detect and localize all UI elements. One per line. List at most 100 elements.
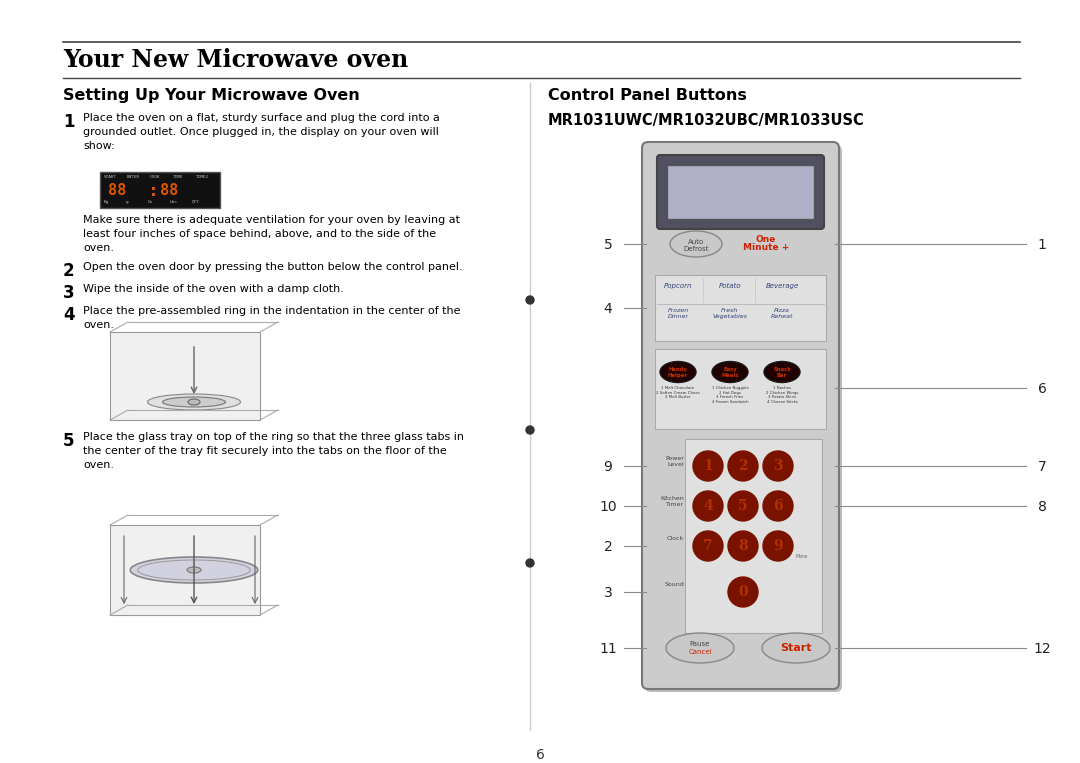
Circle shape (762, 531, 793, 561)
Text: 6: 6 (773, 499, 783, 513)
Text: 0: 0 (739, 585, 747, 599)
Text: More: More (795, 554, 807, 559)
Text: Defrost: Defrost (684, 246, 708, 252)
Text: Frozen
Dinner: Frozen Dinner (667, 308, 689, 319)
Text: Fresh
Vegetables: Fresh Vegetables (713, 308, 747, 319)
Text: Make sure there is adequate ventilation for your oven by leaving at
least four i: Make sure there is adequate ventilation … (83, 215, 460, 253)
Text: 9: 9 (773, 539, 783, 553)
Text: Auto: Auto (688, 239, 704, 245)
Text: 4: 4 (63, 306, 75, 324)
Ellipse shape (764, 362, 800, 382)
FancyBboxPatch shape (667, 165, 814, 219)
Text: Place the pre-assembled ring in the indentation in the center of the
oven.: Place the pre-assembled ring in the inde… (83, 306, 460, 330)
Text: Setting Up Your Microwave Oven: Setting Up Your Microwave Oven (63, 88, 360, 103)
Circle shape (526, 559, 534, 567)
Text: g: g (126, 200, 129, 204)
Text: 6: 6 (1038, 382, 1047, 396)
Text: 1: 1 (1038, 238, 1047, 252)
Text: 11: 11 (599, 642, 617, 656)
Ellipse shape (660, 362, 696, 382)
Text: Kg: Kg (104, 200, 109, 204)
Text: 5: 5 (739, 499, 747, 513)
Text: ENTER: ENTER (127, 175, 140, 179)
Text: Power
Level: Power Level (665, 456, 684, 467)
Circle shape (526, 296, 534, 304)
Text: :: : (148, 182, 159, 200)
Text: Cancel: Cancel (688, 649, 712, 655)
Text: 7: 7 (703, 539, 713, 553)
FancyBboxPatch shape (685, 439, 822, 633)
Ellipse shape (762, 633, 831, 663)
Ellipse shape (162, 397, 226, 407)
Text: Easy
Meals: Easy Meals (721, 367, 739, 378)
Ellipse shape (131, 557, 258, 583)
FancyBboxPatch shape (654, 349, 826, 429)
Text: 12: 12 (1034, 642, 1051, 656)
Circle shape (762, 451, 793, 481)
Text: TIME: TIME (173, 175, 184, 179)
Text: 5: 5 (63, 432, 75, 450)
Text: Open the oven door by pressing the button below the control panel.: Open the oven door by pressing the butto… (83, 262, 462, 272)
Text: Beverage: Beverage (766, 283, 798, 289)
FancyBboxPatch shape (654, 275, 826, 341)
FancyBboxPatch shape (110, 332, 260, 420)
Text: 2: 2 (604, 540, 612, 554)
Circle shape (526, 426, 534, 434)
Text: 5: 5 (604, 238, 612, 252)
Text: COOK: COOK (150, 175, 161, 179)
Text: 8: 8 (1038, 500, 1047, 514)
Text: 88: 88 (108, 183, 126, 198)
Text: 1 Chicken Nuggets
2 Hot Dogs
3 French Fries
4 Frozen Sandwich: 1 Chicken Nuggets 2 Hot Dogs 3 French Fr… (712, 386, 748, 404)
Text: 9: 9 (604, 460, 612, 474)
Text: Start: Start (780, 643, 812, 653)
Ellipse shape (712, 362, 748, 382)
Ellipse shape (670, 231, 723, 257)
FancyBboxPatch shape (110, 525, 260, 615)
Text: Oz: Oz (148, 200, 153, 204)
Text: Handy
Helper: Handy Helper (667, 367, 688, 378)
Circle shape (693, 491, 723, 521)
Text: Control Panel Buttons: Control Panel Buttons (548, 88, 747, 103)
FancyBboxPatch shape (645, 145, 842, 692)
Circle shape (762, 491, 793, 521)
Text: Pause: Pause (690, 641, 711, 647)
Text: Your New Microwave oven: Your New Microwave oven (63, 48, 408, 72)
Ellipse shape (666, 633, 734, 663)
Text: 88: 88 (160, 183, 178, 198)
Text: 3: 3 (773, 459, 783, 473)
Text: QTY: QTY (192, 200, 200, 204)
Ellipse shape (187, 567, 201, 573)
Text: Place the glass tray on top of the ring so that the three glass tabs in
the cent: Place the glass tray on top of the ring … (83, 432, 464, 470)
FancyBboxPatch shape (642, 142, 839, 689)
Text: Popcorn: Popcorn (664, 283, 692, 289)
Text: Place the oven on a flat, sturdy surface and plug the cord into a
grounded outle: Place the oven on a flat, sturdy surface… (83, 113, 440, 151)
Text: One: One (756, 235, 777, 244)
Text: Clock: Clock (666, 536, 684, 541)
Text: Snack
Bar: Snack Bar (773, 367, 791, 378)
Text: Wipe the inside of the oven with a damp cloth.: Wipe the inside of the oven with a damp … (83, 284, 343, 294)
FancyBboxPatch shape (100, 172, 220, 208)
Text: TIME2: TIME2 (195, 175, 210, 179)
Text: Lbs: Lbs (170, 200, 178, 204)
Circle shape (693, 451, 723, 481)
Text: 7: 7 (1038, 460, 1047, 474)
Circle shape (693, 531, 723, 561)
Text: 3: 3 (604, 586, 612, 600)
Text: Sound: Sound (664, 582, 684, 587)
Circle shape (728, 451, 758, 481)
Text: 1 Melt Chocolate
2 Soften Cream Chees
3 Melt Butter: 1 Melt Chocolate 2 Soften Cream Chees 3 … (657, 386, 700, 400)
Ellipse shape (188, 399, 200, 405)
Ellipse shape (148, 394, 241, 410)
Text: 1 Nachos
2 Chicken Wings
3 Potato Skins
4 Cheese Sticks: 1 Nachos 2 Chicken Wings 3 Potato Skins … (766, 386, 798, 404)
FancyBboxPatch shape (657, 155, 824, 229)
Text: 1: 1 (63, 113, 75, 131)
Text: 4: 4 (703, 499, 713, 513)
Text: Minute +: Minute + (743, 243, 789, 252)
Circle shape (728, 577, 758, 607)
Circle shape (728, 531, 758, 561)
Text: START: START (104, 175, 117, 179)
Text: 4: 4 (604, 302, 612, 316)
Text: Kitchen
Timer: Kitchen Timer (660, 496, 684, 507)
Circle shape (728, 491, 758, 521)
Text: 1: 1 (703, 459, 713, 473)
